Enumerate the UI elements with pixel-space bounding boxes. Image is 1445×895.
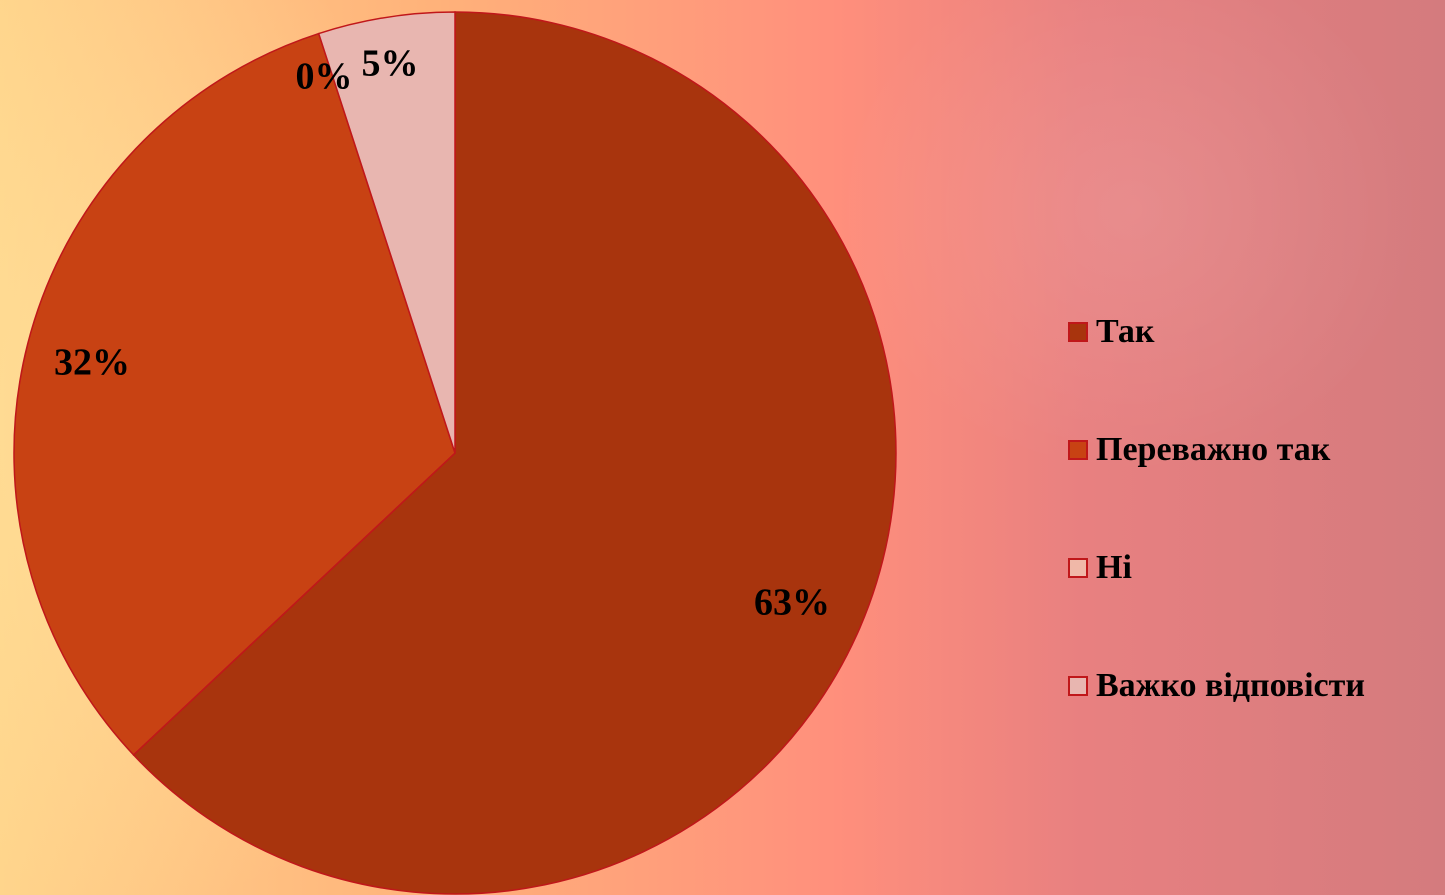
legend-label-ni: Ні xyxy=(1096,549,1132,586)
data-label-vazhko-vidpovisty: 5% xyxy=(362,43,419,85)
legend: Так Переважно так Ні Важко відповісти xyxy=(1068,300,1445,772)
legend-swatch-vazhko-vidpovisty xyxy=(1068,676,1088,696)
legend-swatch-ni xyxy=(1068,558,1088,578)
pie-slices xyxy=(13,11,897,895)
legend-label-vazhko-vidpovisty: Важко відповісти xyxy=(1096,667,1365,704)
pie-data-labels: 63% 32% 0% 5% xyxy=(54,43,830,624)
legend-item-tak: Так xyxy=(1068,300,1445,364)
data-label-tak: 63% xyxy=(754,582,830,624)
legend-swatch-tak xyxy=(1068,322,1088,342)
legend-item-perevazhno-tak: Переважно так xyxy=(1068,418,1445,482)
legend-item-vazhko-vidpovisty: Важко відповісти xyxy=(1068,654,1445,718)
legend-swatch-perevazhno-tak xyxy=(1068,440,1088,460)
data-label-ni: 0% xyxy=(296,56,353,98)
pie-slice-tak xyxy=(132,11,897,895)
legend-item-ni: Ні xyxy=(1068,536,1445,600)
legend-label-tak: Так xyxy=(1096,313,1155,350)
pie-slice-perevazhno-tak xyxy=(13,32,456,756)
legend-label-perevazhno-tak: Переважно так xyxy=(1096,431,1331,468)
pie-slice-vazhko-vidpovisty xyxy=(317,11,456,454)
data-label-perevazhno-tak: 32% xyxy=(54,342,130,384)
